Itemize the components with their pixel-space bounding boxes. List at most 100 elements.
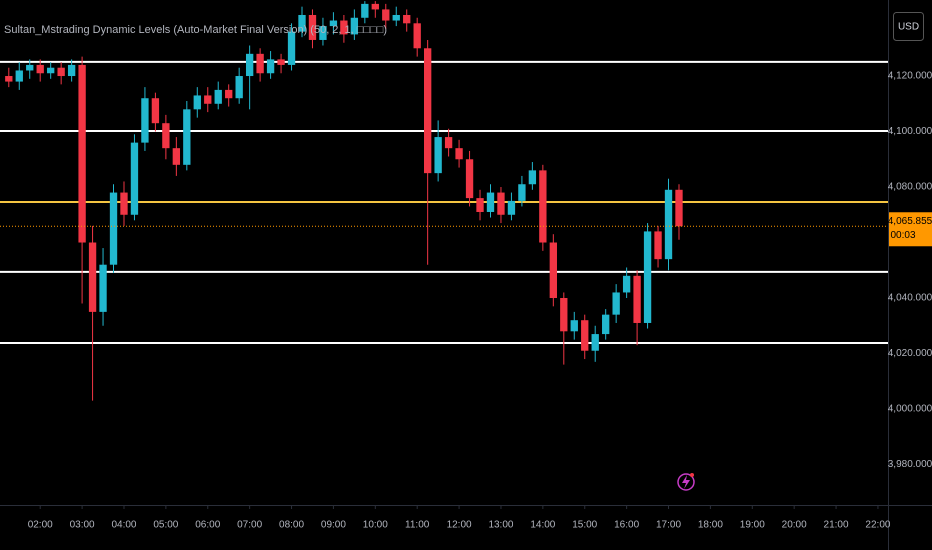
candle-body (654, 231, 662, 260)
alert-icon[interactable] (677, 473, 695, 491)
x-tick-label: 05:00 (153, 520, 178, 531)
x-tick-label: 16:00 (614, 520, 639, 531)
x-tick-label: 11:00 (405, 520, 430, 531)
x-tick-label: 04:00 (111, 520, 136, 531)
candle-body (47, 67, 55, 74)
x-tick-label: 12:00 (447, 520, 472, 531)
candle-body (5, 76, 13, 82)
last-price-box (889, 212, 932, 247)
x-tick-label: 10:00 (363, 520, 388, 531)
x-tick-label: 13:00 (488, 520, 513, 531)
candle-body (444, 137, 453, 149)
candle-body (340, 20, 348, 35)
y-tick-label: 4,000.000 (888, 404, 932, 415)
x-tick-label: 07:00 (237, 520, 262, 531)
x-tick-label: 17:00 (656, 520, 681, 531)
candle-body (612, 292, 620, 315)
candle-body (277, 59, 285, 65)
candle-body (434, 137, 442, 174)
x-tick-label: 03:00 (70, 520, 95, 531)
candle-body (361, 3, 369, 18)
candle-body (476, 198, 484, 212)
x-tick-label: 19:00 (740, 520, 765, 531)
x-tick-label: 20:00 (782, 520, 807, 531)
candle-body (15, 70, 23, 82)
candle-body (413, 23, 421, 49)
countdown-label: 00:03 (890, 230, 915, 241)
x-tick-label: 06:00 (195, 520, 220, 531)
x-tick-label: 02:00 (28, 520, 53, 531)
candle-body (539, 170, 547, 243)
x-tick-label: 15:00 (572, 520, 597, 531)
candle-body (465, 159, 474, 199)
candle-body (643, 231, 652, 323)
candle-body (664, 189, 673, 260)
candle-body (120, 192, 128, 215)
currency-button[interactable] (893, 12, 924, 41)
x-tick-label: 18:00 (698, 520, 723, 531)
candle-body (518, 184, 526, 201)
candle-body (675, 189, 683, 227)
candle-body (151, 98, 160, 124)
candle-body (109, 192, 118, 265)
candle-body (172, 148, 181, 165)
candle-body (560, 298, 568, 332)
candle-body (591, 334, 599, 351)
candle-body (204, 95, 212, 104)
last-price-label: 4,065.855 (888, 216, 932, 227)
candle-body (162, 123, 170, 149)
x-tick-label: 22:00 (865, 520, 890, 531)
y-tick-label: 4,080.000 (888, 182, 932, 193)
currency-label[interactable]: USD (898, 22, 919, 33)
candle-body (214, 89, 222, 104)
x-tick-label: 14:00 (530, 520, 555, 531)
alert-bolt[interactable] (682, 475, 690, 489)
candle-body (235, 76, 243, 99)
candle-body (298, 14, 306, 32)
candle-body (67, 64, 76, 77)
candle-body (403, 14, 411, 24)
candle-body (245, 53, 254, 77)
alert-dot[interactable] (690, 473, 694, 477)
candle-body (141, 98, 149, 143)
candle-body (329, 20, 338, 27)
candle-body (486, 192, 495, 212)
candle-body (287, 31, 296, 65)
candle-body (36, 64, 44, 74)
candle-body (602, 314, 610, 335)
x-tick-label: 09:00 (321, 520, 346, 531)
alert-circle[interactable] (677, 473, 695, 491)
candle-body (266, 59, 275, 74)
candle-body (497, 192, 505, 215)
candle-body (256, 53, 264, 74)
candle-body (549, 242, 557, 299)
candle-body (507, 200, 516, 215)
candle-body (371, 3, 379, 10)
y-tick-label: 3,980.000 (888, 459, 932, 470)
candle-body (26, 64, 34, 71)
candle-body (183, 109, 191, 165)
candle-body (57, 67, 65, 77)
candle-body (382, 9, 390, 21)
x-tick-label: 21:00 (824, 520, 849, 531)
candle-body (88, 242, 97, 312)
candle-body (78, 64, 86, 243)
x-tick-label: 08:00 (279, 520, 304, 531)
candle-body (350, 17, 359, 35)
candle-body (581, 320, 589, 351)
candle-body (622, 275, 631, 293)
candle-body (99, 264, 107, 312)
candle-body (392, 14, 400, 21)
candle-body (130, 142, 139, 215)
indicator-title: Sultan_Mstrading Dynamic Levels (Auto-Ma… (4, 24, 387, 36)
y-tick-label: 4,100.000 (888, 126, 932, 137)
y-tick-label: 4,120.000 (888, 71, 932, 82)
plot-area (0, 1, 888, 401)
candle-body (633, 275, 641, 323)
candle-body (308, 14, 317, 40)
candle-body (225, 89, 233, 99)
candle-body (423, 48, 432, 174)
candle-body (319, 26, 327, 40)
